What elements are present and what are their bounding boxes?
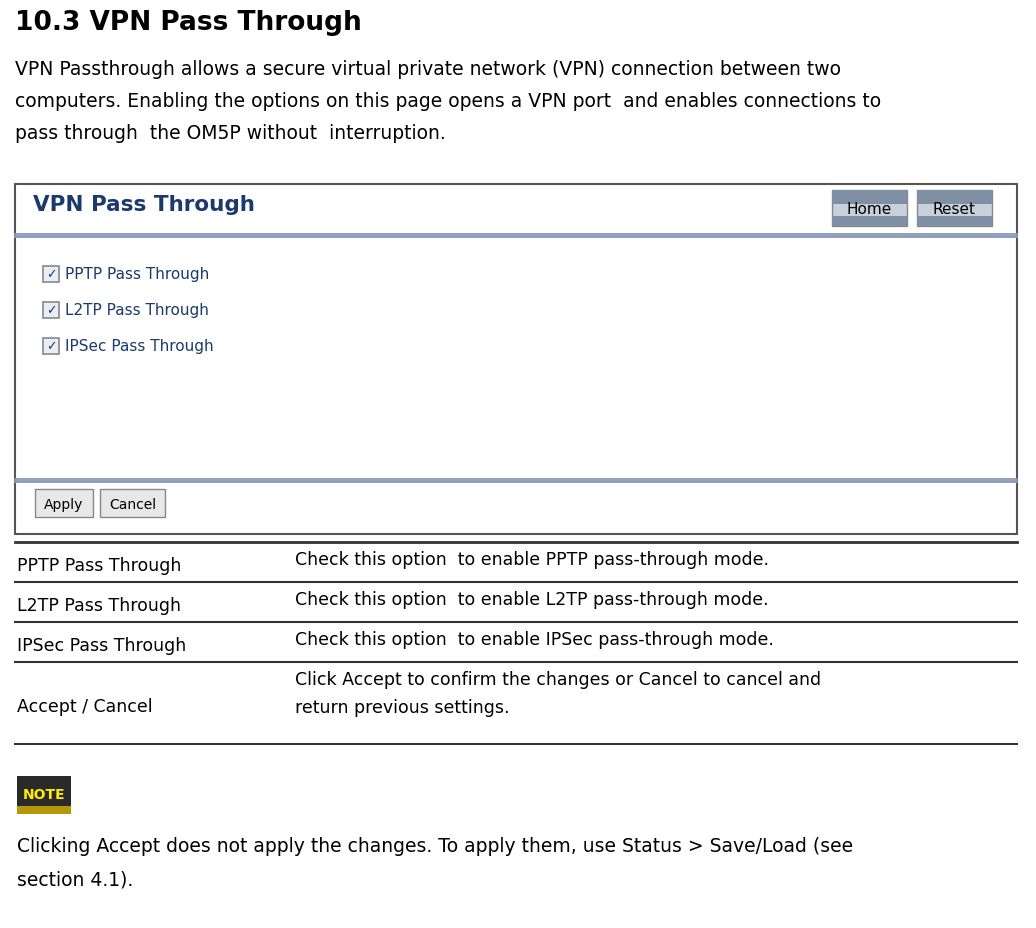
Text: VPN Pass Through: VPN Pass Through — [33, 195, 255, 214]
Text: PPTP Pass Through: PPTP Pass Through — [65, 267, 209, 282]
Bar — [917, 217, 992, 226]
Bar — [35, 489, 93, 518]
Text: computers. Enabling the options on this page opens a VPN port  and enables conne: computers. Enabling the options on this … — [15, 92, 882, 110]
Text: Click Accept to confirm the changes or Cancel to cancel and: Click Accept to confirm the changes or C… — [295, 670, 822, 689]
Text: pass through  the OM5P without  interruption.: pass through the OM5P without interrupti… — [15, 123, 445, 143]
Text: Check this option  to enable IPSec pass-through mode.: Check this option to enable IPSec pass-t… — [295, 630, 774, 649]
Text: NOTE: NOTE — [23, 787, 65, 801]
Text: return previous settings.: return previous settings. — [295, 698, 510, 716]
Text: ✓: ✓ — [46, 341, 56, 354]
Bar — [917, 191, 992, 226]
Bar — [100, 489, 165, 518]
Bar — [44, 339, 59, 354]
Text: section 4.1).: section 4.1). — [17, 870, 134, 889]
Text: ✓: ✓ — [46, 304, 56, 317]
Text: Clicking Accept does not apply the changes. To apply them, use Status > Save/Loa: Clicking Accept does not apply the chang… — [17, 836, 853, 855]
Text: L2TP Pass Through: L2TP Pass Through — [17, 597, 181, 614]
Bar — [15, 185, 1017, 535]
Bar — [17, 776, 71, 814]
Bar — [832, 217, 906, 226]
Bar — [44, 303, 59, 318]
Text: Reset: Reset — [933, 202, 976, 217]
Bar — [917, 191, 992, 205]
Text: L2TP Pass Through: L2TP Pass Through — [65, 303, 209, 318]
Bar — [44, 266, 59, 283]
Text: Check this option  to enable L2TP pass-through mode.: Check this option to enable L2TP pass-th… — [295, 590, 769, 609]
Text: VPN Passthrough allows a secure virtual private network (VPN) connection between: VPN Passthrough allows a secure virtual … — [15, 60, 841, 79]
Text: IPSec Pass Through: IPSec Pass Through — [17, 637, 186, 654]
Text: Cancel: Cancel — [109, 497, 156, 511]
Bar — [832, 191, 906, 205]
Text: IPSec Pass Through: IPSec Pass Through — [65, 339, 213, 354]
Text: Home: Home — [846, 202, 892, 217]
Text: Accept / Cancel: Accept / Cancel — [17, 697, 152, 715]
Text: Check this option  to enable PPTP pass-through mode.: Check this option to enable PPTP pass-th… — [295, 550, 769, 568]
Text: 10.3 VPN Pass Through: 10.3 VPN Pass Through — [15, 10, 362, 36]
Text: Apply: Apply — [45, 497, 84, 511]
Text: ✓: ✓ — [46, 268, 56, 281]
Text: PPTP Pass Through: PPTP Pass Through — [17, 557, 181, 574]
Bar — [17, 806, 71, 814]
Bar — [832, 191, 906, 226]
